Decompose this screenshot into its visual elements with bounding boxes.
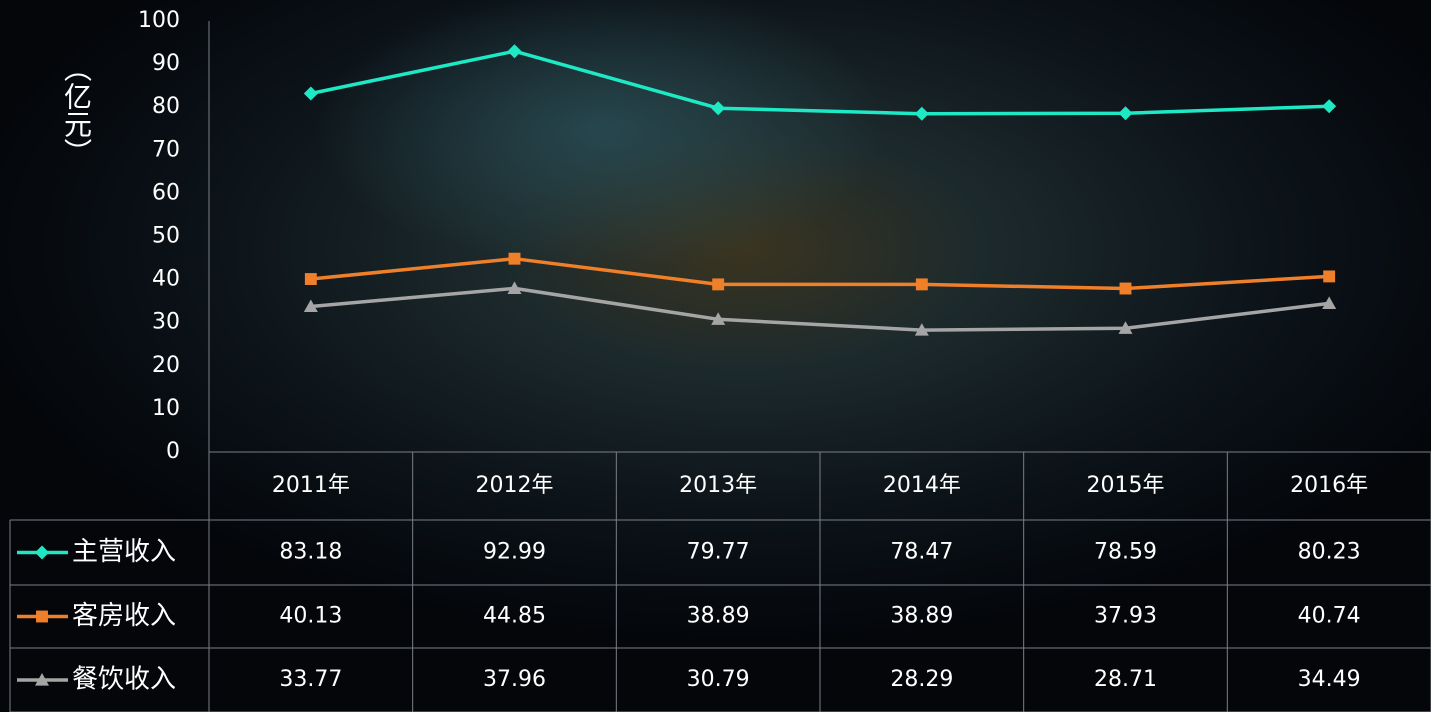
point-marker [916,278,928,290]
y-axis-label: （亿元） [60,54,93,166]
x-tick-label: 2012年 [476,473,554,498]
table-cell: 79.77 [687,540,750,565]
legend-label: 餐饮收入 [72,665,176,695]
point-marker [509,253,521,265]
table-cell: 37.96 [483,667,546,692]
y-tick-label: 30 [152,310,180,335]
table-cell: 80.23 [1298,540,1361,565]
table-cell: 92.99 [483,540,546,565]
table-cell: 40.13 [279,604,342,629]
table-cell: 78.59 [1094,540,1157,565]
table-cell: 40.74 [1298,604,1361,629]
legend-marker [36,611,48,623]
y-tick-label: 50 [152,224,180,249]
point-marker [305,273,317,285]
table-cell: 33.77 [279,667,342,692]
legend-label: 主营收入 [72,537,176,567]
table-cell: 44.85 [483,604,546,629]
table-cell: 37.93 [1094,604,1157,629]
y-tick-label: 100 [138,8,180,33]
chart: （亿元） 0 10 20 30 40 50 60 70 80 90 100 2011年 2012年 201… [0,0,1431,712]
x-tick-label: 2015年 [1087,473,1165,498]
legend-label: 客房收入 [72,601,176,631]
y-tick-label: 20 [152,353,180,378]
y-tick-label: 40 [152,267,180,292]
table-cell: 34.49 [1298,667,1361,692]
table-cell: 38.89 [890,604,953,629]
x-tick-label: 2011年 [272,473,350,498]
table-cell: 38.89 [687,604,750,629]
table-cell: 30.79 [687,667,750,692]
y-tick-label: 90 [152,51,180,76]
table-cell: 83.18 [279,540,342,565]
table-cell: 78.47 [890,540,953,565]
point-marker [712,278,724,290]
table-cell: 28.29 [890,667,953,692]
x-tick-label: 2014年 [883,473,961,498]
x-tick-label: 2013年 [679,473,757,498]
y-tick-label: 0 [166,439,180,464]
x-tick-label: 2016年 [1290,473,1368,498]
y-tick-label: 80 [152,94,180,119]
point-marker [1120,283,1132,295]
y-tick-label: 10 [152,396,180,421]
table-cell: 28.71 [1094,667,1157,692]
y-tick-label: 70 [152,137,180,162]
y-tick-label: 60 [152,180,180,205]
point-marker [1323,270,1335,282]
